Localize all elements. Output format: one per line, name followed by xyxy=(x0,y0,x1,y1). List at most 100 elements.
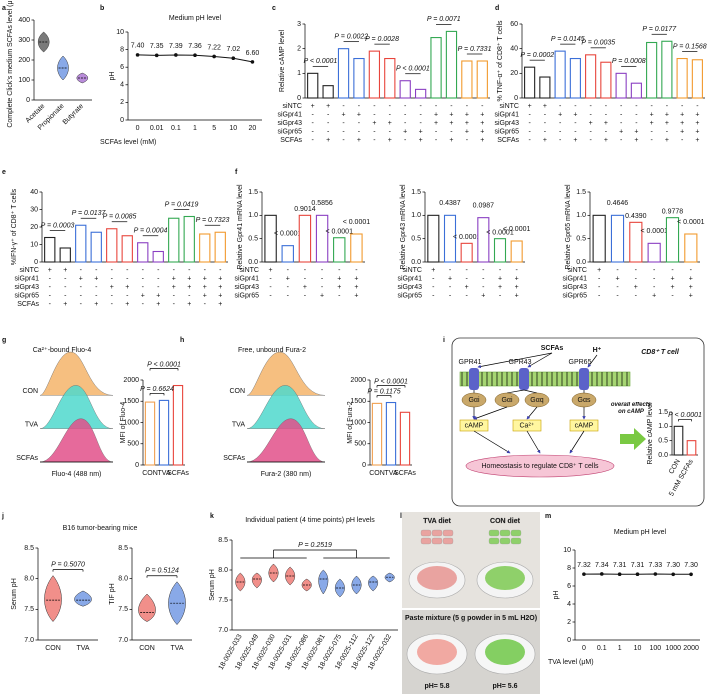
row-mark: + xyxy=(172,275,176,282)
panel-label: g xyxy=(2,337,6,344)
y-axis-label: % TNF-α⁺ of CD8⁺ T cells xyxy=(497,20,504,102)
point xyxy=(689,572,693,577)
p-value-label: P < 0.0001 xyxy=(374,378,408,385)
row-mark: - xyxy=(559,103,562,110)
y-axis-label: Relative cAMP level xyxy=(279,29,286,92)
row-mark: - xyxy=(404,137,407,144)
y-tick-label: 1.5 xyxy=(576,189,586,196)
bar xyxy=(445,30,458,99)
row-mark: + xyxy=(326,103,330,110)
row-mark: + xyxy=(448,275,452,282)
row-mark: + xyxy=(372,120,376,127)
row-mark: - xyxy=(589,111,592,118)
y-tick-label: 7.0 xyxy=(218,627,228,634)
row-mark: - xyxy=(312,120,315,127)
row-mark: - xyxy=(589,137,592,144)
row-mark: - xyxy=(373,128,376,135)
y-axis-label: Relative cAMP level xyxy=(647,402,654,465)
histogram xyxy=(39,385,114,429)
row-mark: + xyxy=(465,128,469,135)
row-mark: + xyxy=(680,120,684,127)
row-mark: - xyxy=(287,292,290,299)
bar xyxy=(615,72,627,99)
row-mark: - xyxy=(342,128,345,135)
p-value-label: 0.9014 xyxy=(294,206,316,213)
row-mark: - xyxy=(466,137,469,144)
row-mark: + xyxy=(670,275,674,282)
row-mark: + xyxy=(480,137,484,144)
row-mark: - xyxy=(304,267,307,274)
violin xyxy=(318,569,329,595)
row-mark: + xyxy=(269,267,273,274)
row-label: SCFAs xyxy=(497,137,519,144)
p-value-label: P = 0.0002 xyxy=(520,52,554,59)
y-tick-label: 0 xyxy=(362,462,366,469)
row-mark: + xyxy=(665,137,669,144)
row-mark: + xyxy=(689,284,693,291)
bar xyxy=(673,425,684,456)
bar xyxy=(264,214,277,263)
bar xyxy=(524,66,536,99)
bar xyxy=(477,217,490,263)
point xyxy=(212,54,216,59)
row-label: siNTC xyxy=(20,267,39,274)
row-mark: - xyxy=(204,301,207,308)
row-mark: - xyxy=(157,267,160,274)
row-mark: - xyxy=(358,103,361,110)
histogram xyxy=(246,385,326,429)
y-axis-label: Complete Click's medium SCFAs level (μM) xyxy=(7,0,14,128)
y-tick-label: 0 xyxy=(514,95,518,102)
p-value-label: P = 0.0145 xyxy=(551,36,585,43)
row-mark: + xyxy=(665,120,669,127)
pellet xyxy=(431,537,443,545)
x-tick-label: TVA xyxy=(76,645,89,652)
row-mark: - xyxy=(49,292,52,299)
y-axis-label: Relative Gpr65 mRNA level xyxy=(565,184,572,270)
y-axis-label: TIF pH xyxy=(109,583,116,604)
y-tick-label: 0.0 xyxy=(411,259,421,266)
row-mark: - xyxy=(681,103,684,110)
pellet xyxy=(488,529,500,537)
p-value-label: P = 0.0003 xyxy=(41,222,75,229)
row-mark: - xyxy=(126,267,129,274)
panel-label: h xyxy=(180,337,184,344)
row-mark: + xyxy=(619,128,623,135)
y-tick-label: 40 xyxy=(510,46,518,53)
effect-box: overall effects on cAMP xyxy=(611,402,651,415)
diet-label: CON diet xyxy=(490,518,521,525)
y-tick-label: 2000 xyxy=(350,377,366,384)
bar xyxy=(337,48,350,99)
bar xyxy=(569,57,581,99)
y-tick-label: 100 xyxy=(18,77,30,84)
row-mark: - xyxy=(327,120,330,127)
row-mark: + xyxy=(695,137,699,144)
row-mark: - xyxy=(49,275,52,282)
bar xyxy=(600,61,612,99)
y-tick-label: 2 xyxy=(297,46,301,53)
p-value-label: < 0.0001 xyxy=(274,231,302,238)
y-tick-label: 8.5 xyxy=(24,545,34,552)
x-tick-label: TVA xyxy=(384,470,397,477)
bowl-content xyxy=(417,639,457,665)
pellet xyxy=(442,537,454,545)
p-value-label: P < 0.0001 xyxy=(147,361,181,368)
row-mark: + xyxy=(141,292,145,299)
bowl-content xyxy=(485,639,525,665)
x-axis-label: Fluo-4 (488 nm) xyxy=(52,471,102,478)
y-tick-label: 8 xyxy=(567,565,571,572)
row-mark: - xyxy=(419,120,422,127)
row-label: siGpr65 xyxy=(234,292,259,299)
row-mark: - xyxy=(620,103,623,110)
y-tick-label: 0 xyxy=(34,259,38,266)
row-mark: - xyxy=(696,103,699,110)
row-mark: - xyxy=(653,275,656,282)
value-label: 7.33 xyxy=(649,562,663,569)
ph-label: pH= 5.6 xyxy=(492,683,517,690)
row-mark: + xyxy=(337,284,341,291)
bar xyxy=(281,245,294,263)
row-mark: - xyxy=(404,111,407,118)
arrow xyxy=(473,406,508,420)
row-mark: - xyxy=(528,137,531,144)
row-mark: + xyxy=(543,137,547,144)
